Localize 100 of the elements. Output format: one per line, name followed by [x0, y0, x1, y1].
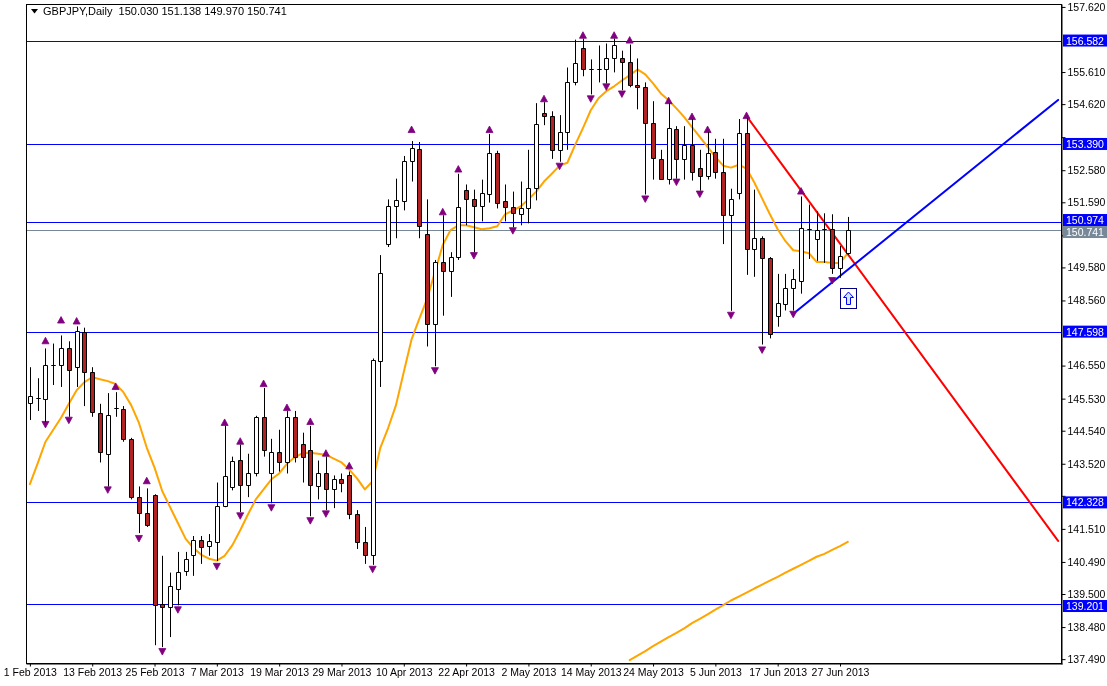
candlestick — [830, 213, 835, 275]
point — [664, 96, 673, 105]
point — [742, 111, 751, 120]
candlestick — [783, 273, 788, 312]
candlestick — [238, 444, 243, 513]
candlestick — [729, 188, 734, 312]
candlestick — [378, 254, 383, 388]
x-tick-label: 27 Jun 2013 — [811, 665, 870, 678]
candlestick — [456, 173, 461, 261]
x-tick-label: 13 Feb 2013 — [63, 665, 123, 678]
point — [259, 379, 268, 387]
candlestick — [285, 410, 290, 474]
candlestick — [534, 102, 539, 201]
x-tick-label: 19 Mar 2013 — [250, 665, 310, 678]
point — [173, 606, 182, 614]
point — [220, 418, 229, 426]
x-tick-label: 22 Apr 2013 — [438, 665, 496, 678]
x-tick-label: 25 Feb 2013 — [125, 665, 185, 678]
candlestick — [121, 405, 126, 443]
x-tick-label: 24 May 2013 — [623, 665, 685, 678]
point — [508, 227, 517, 235]
candlestick — [487, 133, 492, 204]
candlestick — [635, 57, 640, 110]
point — [135, 535, 143, 543]
x-tick-label: 29 Mar 2013 — [312, 665, 372, 678]
candlestick — [589, 58, 594, 95]
candlestick — [713, 138, 718, 180]
candlestick — [464, 183, 469, 226]
candlestick — [628, 44, 633, 88]
point — [267, 504, 276, 512]
candlestick — [768, 256, 773, 339]
point — [703, 125, 712, 133]
point — [321, 510, 330, 518]
candlestick — [526, 149, 531, 224]
candlestick — [659, 149, 664, 181]
point — [41, 421, 50, 429]
point — [540, 94, 548, 103]
point — [485, 125, 494, 133]
candlestick — [721, 138, 726, 245]
point — [236, 512, 245, 520]
candlestick — [799, 195, 804, 295]
candlestick — [495, 150, 500, 209]
candlestick — [558, 114, 563, 163]
point — [407, 125, 416, 133]
point — [617, 90, 626, 98]
candlestick — [433, 259, 438, 367]
point — [579, 31, 587, 39]
candlestick — [822, 212, 827, 264]
candlestick — [643, 81, 648, 196]
y-tick-label: 154.620 — [1067, 97, 1106, 110]
candlestick — [363, 526, 368, 565]
candlestick — [550, 110, 555, 160]
candlestick — [846, 216, 851, 256]
candlestick — [316, 460, 321, 500]
y-tick-label: 141.510 — [1067, 522, 1106, 535]
candlestick — [815, 210, 820, 262]
point — [586, 95, 595, 103]
ref-line-label: 142.328 — [1066, 496, 1105, 509]
candlestick — [760, 235, 765, 346]
candlestick — [332, 474, 337, 509]
y-tick-label: 144.540 — [1067, 424, 1106, 437]
candlestick — [386, 198, 391, 248]
x-tick-label: 14 May 2013 — [560, 665, 622, 678]
point — [602, 83, 611, 91]
candlestick — [417, 141, 422, 239]
ref-line-label: 156.582 — [1066, 34, 1105, 47]
point — [306, 517, 315, 525]
y-tick-label: 152.580 — [1067, 164, 1106, 177]
candlestick — [519, 181, 524, 226]
y-tick-label: 151.590 — [1067, 196, 1106, 209]
ref-line-label: 150.741 — [1066, 226, 1105, 239]
candlestick — [776, 273, 781, 328]
ref-line-label: 153.390 — [1066, 137, 1105, 150]
candlestick — [114, 391, 119, 418]
candlestick — [472, 189, 477, 253]
candlestick — [581, 38, 586, 77]
candlestick — [230, 456, 235, 491]
y-tick-label: 149.580 — [1067, 261, 1106, 274]
candlestick — [308, 425, 313, 517]
x-tick-label: 7 Mar 2013 — [190, 665, 245, 678]
point — [625, 36, 634, 44]
point — [212, 562, 221, 571]
point — [555, 162, 564, 171]
candlestick — [106, 392, 111, 487]
point — [469, 252, 478, 260]
candlestick — [410, 140, 415, 183]
point — [641, 195, 650, 203]
point — [345, 461, 354, 470]
candlestick — [223, 425, 228, 508]
candlestick — [129, 437, 134, 500]
point — [438, 207, 447, 216]
point — [758, 346, 767, 354]
candlestick — [75, 325, 80, 388]
point — [72, 317, 81, 325]
point — [158, 648, 167, 656]
candlestick — [480, 179, 485, 222]
y-tick-label: 148.560 — [1067, 294, 1106, 307]
point — [828, 277, 837, 285]
line-series — [628, 540, 849, 662]
candlestick — [752, 189, 757, 278]
